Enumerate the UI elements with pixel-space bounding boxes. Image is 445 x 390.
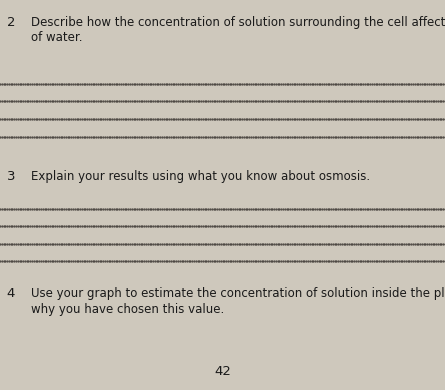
Text: 42: 42 bbox=[214, 365, 231, 378]
Text: Use your graph to estimate the concentration of solution inside the plant cells.: Use your graph to estimate the concentra… bbox=[31, 287, 445, 300]
Text: why you have chosen this value.: why you have chosen this value. bbox=[31, 303, 224, 316]
Text: 3: 3 bbox=[7, 170, 15, 183]
Text: of water.: of water. bbox=[31, 31, 83, 44]
Text: Explain your results using what you know about osmosis.: Explain your results using what you know… bbox=[31, 170, 370, 183]
Text: Describe how the concentration of solution surrounding the cell affects the move: Describe how the concentration of soluti… bbox=[31, 16, 445, 28]
Text: 2: 2 bbox=[7, 16, 15, 28]
Text: 4: 4 bbox=[7, 287, 15, 300]
